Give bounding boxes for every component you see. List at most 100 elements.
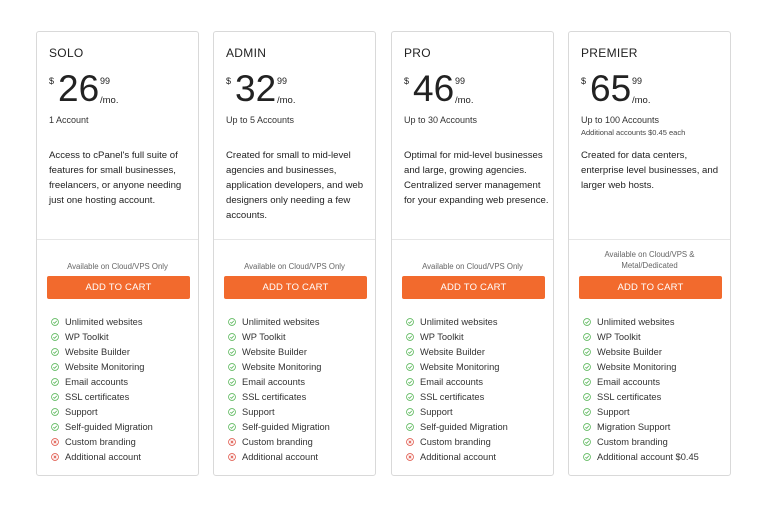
check-circle-icon xyxy=(51,422,59,431)
feature-label: Email accounts xyxy=(597,376,661,387)
check-circle-icon xyxy=(51,332,59,341)
check-circle-icon xyxy=(406,362,414,371)
feature-item: Migration Support xyxy=(583,419,699,434)
feature-item: Custom branding xyxy=(51,434,153,449)
check-circle-icon xyxy=(228,362,236,371)
check-circle-icon xyxy=(228,332,236,341)
feature-label: WP Toolkit xyxy=(597,331,641,342)
feature-label: Self-guided Migration xyxy=(65,421,153,432)
feature-label: Website Builder xyxy=(65,346,130,357)
x-circle-icon xyxy=(406,452,414,461)
plan-card-solo: SOLO $ 26 99 /mo. 1 Account Access to cP… xyxy=(36,31,199,476)
check-circle-icon xyxy=(583,437,591,446)
divider xyxy=(214,239,375,240)
check-circle-icon xyxy=(406,392,414,401)
currency-symbol: $ xyxy=(581,76,587,86)
feature-item: Website Monitoring xyxy=(406,359,508,374)
add-to-cart-button[interactable]: ADD TO CART xyxy=(47,276,190,299)
feature-item: Website Monitoring xyxy=(583,359,699,374)
availability-note: Available on Cloud/VPS Only xyxy=(422,262,523,271)
feature-item: Email accounts xyxy=(51,374,153,389)
price-period: /mo. xyxy=(277,95,296,106)
feature-label: SSL certificates xyxy=(242,391,307,402)
feature-item: Email accounts xyxy=(228,374,330,389)
check-circle-icon xyxy=(228,347,236,356)
price-main: 32 xyxy=(235,68,277,109)
feature-label: Unlimited websites xyxy=(597,316,675,327)
feature-label: Support xyxy=(242,406,275,417)
feature-item: WP Toolkit xyxy=(583,329,699,344)
plan-name: SOLO xyxy=(49,46,84,60)
check-circle-icon xyxy=(228,317,236,326)
feature-label: Support xyxy=(597,406,630,417)
feature-item: Website Builder xyxy=(583,344,699,359)
check-circle-icon xyxy=(583,407,591,416)
check-circle-icon xyxy=(583,317,591,326)
check-circle-icon xyxy=(583,377,591,386)
plan-name: PRO xyxy=(404,46,431,60)
plan-name: PREMIER xyxy=(581,46,638,60)
feature-item: Website Monitoring xyxy=(228,359,330,374)
feature-item: Unlimited websites xyxy=(51,314,153,329)
feature-label: Email accounts xyxy=(65,376,129,387)
feature-label: WP Toolkit xyxy=(420,331,464,342)
add-to-cart-button[interactable]: ADD TO CART xyxy=(224,276,367,299)
feature-item: Support xyxy=(406,404,508,419)
feature-label: Website Monitoring xyxy=(420,361,500,372)
add-to-cart-button[interactable]: ADD TO CART xyxy=(579,276,722,299)
feature-label: Custom branding xyxy=(65,436,136,447)
check-circle-icon xyxy=(406,332,414,341)
feature-label: Migration Support xyxy=(597,421,671,432)
feature-item: SSL certificates xyxy=(228,389,330,404)
feature-item: WP Toolkit xyxy=(406,329,508,344)
check-circle-icon xyxy=(228,377,236,386)
feature-item: SSL certificates xyxy=(583,389,699,404)
x-circle-icon xyxy=(228,452,236,461)
feature-item: Website Builder xyxy=(51,344,153,359)
check-circle-icon xyxy=(583,332,591,341)
check-circle-icon xyxy=(583,452,591,461)
plan-card-admin: ADMIN $ 32 99 /mo. Up to 5 Accounts Crea… xyxy=(213,31,376,476)
price-cents: 99 xyxy=(100,76,111,86)
feature-label: Self-guided Migration xyxy=(420,421,508,432)
check-circle-icon xyxy=(51,317,59,326)
currency-symbol: $ xyxy=(49,76,55,86)
feature-item: SSL certificates xyxy=(51,389,153,404)
check-circle-icon xyxy=(583,392,591,401)
check-circle-icon xyxy=(51,377,59,386)
feature-list: Unlimited websites WP Toolkit Website Buil… xyxy=(228,314,330,464)
feature-item: Website Builder xyxy=(406,344,508,359)
plan-description: Created for data centers, enterprise lev… xyxy=(581,150,719,191)
feature-item: Support xyxy=(51,404,153,419)
feature-item: Email accounts xyxy=(406,374,508,389)
plan-description: Created for small to mid-level agencies … xyxy=(226,150,364,221)
feature-label: Website Builder xyxy=(420,346,485,357)
plan-description: Optimal for mid-level businesses and lar… xyxy=(404,150,549,206)
account-limit: Up to 100 Accounts xyxy=(581,115,660,125)
account-note: Additional accounts $0.45 each xyxy=(581,128,686,137)
price-period: /mo. xyxy=(100,95,119,106)
feature-item: Additional account xyxy=(228,449,330,464)
check-circle-icon xyxy=(583,362,591,371)
price-period: /mo. xyxy=(632,95,651,106)
plan-card-premier: PREMIER $ 65 99 /mo. Up to 100 Accounts … xyxy=(568,31,731,476)
feature-item: Custom branding xyxy=(583,434,699,449)
price-cents: 99 xyxy=(632,76,643,86)
feature-label: Unlimited websites xyxy=(242,316,320,327)
plan-description: Access to cPanel's full suite of feature… xyxy=(49,150,182,206)
feature-item: SSL certificates xyxy=(406,389,508,404)
feature-label: Email accounts xyxy=(242,376,306,387)
check-circle-icon xyxy=(406,377,414,386)
check-circle-icon xyxy=(583,347,591,356)
feature-label: Additional account $0.45 xyxy=(597,451,699,462)
availability-note: Available on Cloud/VPS Only xyxy=(67,262,168,271)
feature-item: Additional account $0.45 xyxy=(583,449,699,464)
feature-item: Website Builder xyxy=(228,344,330,359)
divider xyxy=(392,239,553,240)
feature-label: Support xyxy=(65,406,98,417)
feature-item: Additional account xyxy=(406,449,508,464)
add-to-cart-button[interactable]: ADD TO CART xyxy=(402,276,545,299)
check-circle-icon xyxy=(51,392,59,401)
feature-label: Website Monitoring xyxy=(242,361,322,372)
account-limit: Up to 30 Accounts xyxy=(404,115,478,125)
